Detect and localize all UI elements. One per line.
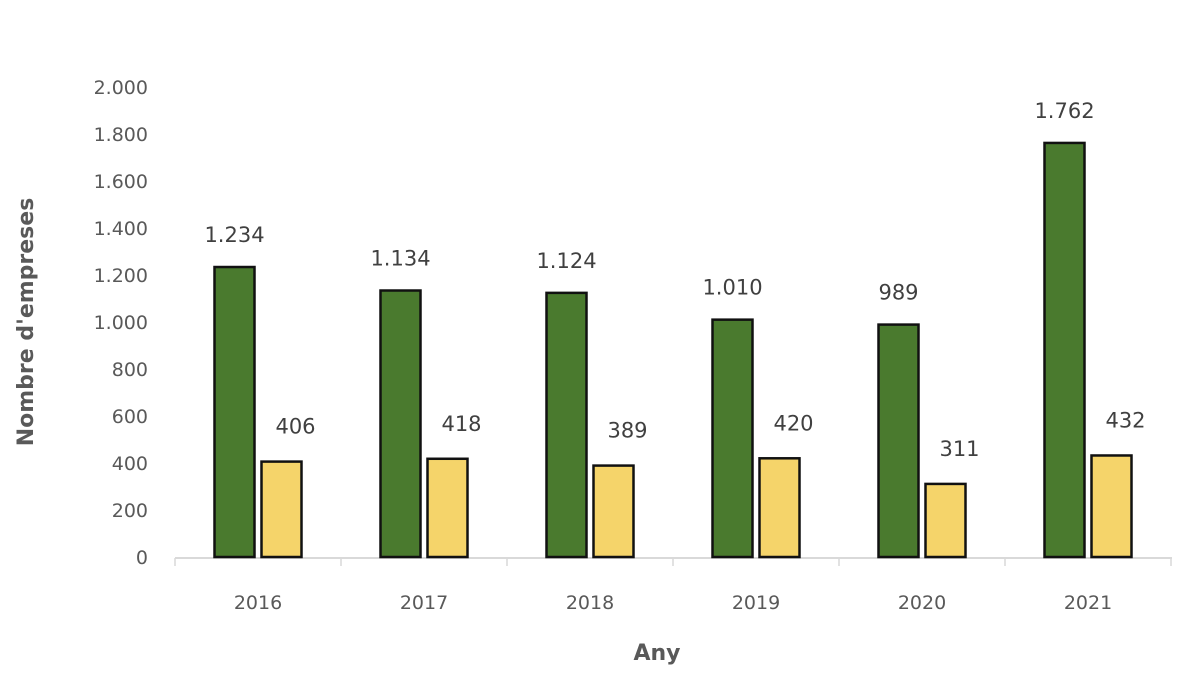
data-label: 1.134 [370,247,430,271]
x-axis-labels: 2016 2017 2018 2019 2020 2021 [234,592,1112,614]
bar-series-2 [426,457,469,559]
y-tick-label: 1.800 [94,124,148,146]
x-tick-label: 2019 [732,592,780,614]
bar-series-1 [213,265,256,559]
y-tick-label: 1.200 [94,265,148,287]
bar-series-2 [1090,454,1133,559]
x-axis-title: Any [633,641,680,666]
y-axis-title: Nombre d'empreses [14,198,39,447]
data-label: 389 [607,419,647,443]
bar-series-2 [924,482,967,559]
bar-series-1 [379,289,422,559]
data-label: 432 [1105,408,1145,432]
y-tick-label: 200 [112,500,148,522]
y-tick-label: 600 [112,406,148,428]
data-label: 311 [939,437,979,461]
data-label: 1.234 [204,223,264,247]
y-tick-label: 1.600 [94,171,148,193]
data-label: 1.762 [1034,99,1094,123]
y-axis-ticks: 0 200 400 600 800 1.000 1.200 1.400 1.600 1.800 2.… [94,77,148,569]
y-tick-label: 800 [112,359,148,381]
x-axis-tickmarks [174,558,1172,566]
data-label: 420 [773,411,813,435]
y-tick-label: 400 [112,453,148,475]
x-tick-label: 2018 [566,592,614,614]
bar-series-1 [1043,141,1086,559]
data-label: 406 [275,415,315,439]
data-label: 989 [878,281,918,305]
x-tick-label: 2016 [234,592,282,614]
bar-series-2 [592,464,635,559]
bar-series-1 [711,318,754,559]
data-label: 1.010 [702,276,762,300]
bars: 1.234 406 1.134 418 1.124 389 1.010 420 989 311 1.… [204,99,1146,559]
bar-series-1 [545,291,588,559]
x-tick-label: 2020 [898,592,946,614]
y-tick-label: 0 [136,547,148,569]
data-label: 1.124 [536,249,596,273]
bar-series-1 [877,323,920,559]
bar-series-2 [260,460,303,559]
bar-series-2 [758,457,801,559]
y-tick-label: 1.000 [94,312,148,334]
x-tick-label: 2021 [1064,592,1112,614]
y-tick-label: 1.400 [94,218,148,240]
x-tick-label: 2017 [400,592,448,614]
data-label: 418 [441,412,481,436]
y-tick-label: 2.000 [94,77,148,99]
